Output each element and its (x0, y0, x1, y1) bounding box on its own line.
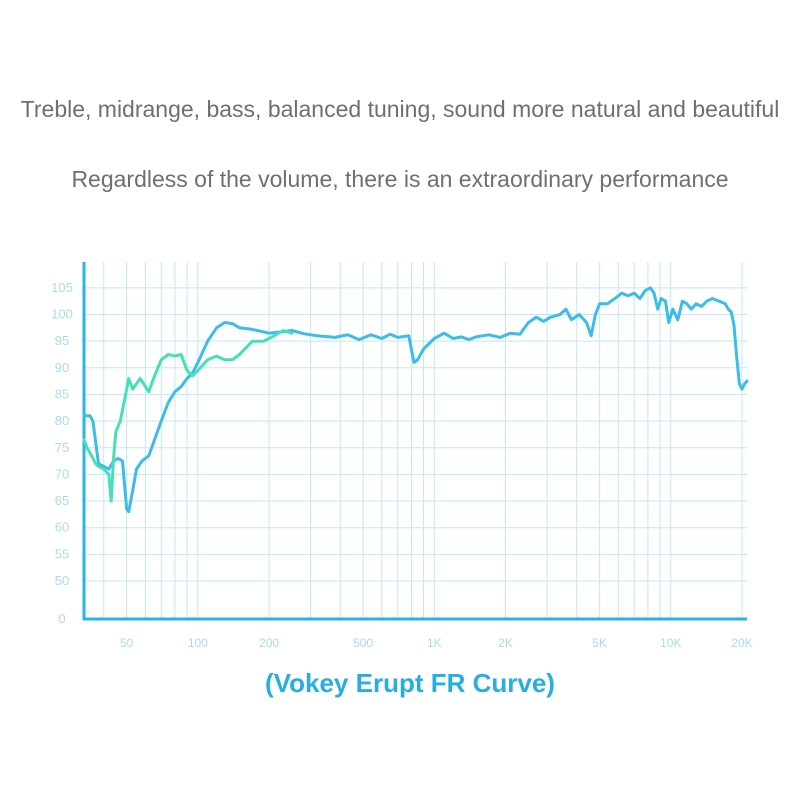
fr-curve-chart: 0 50 55 60 65 70 75 80 85 90 95 100 105 50 100 200 500 1… (51, 262, 753, 650)
y-tick-label: 0 (58, 611, 65, 626)
chart-title: (Vokey Erupt FR Curve) (265, 668, 555, 698)
y-tick-label: 65 (55, 493, 69, 508)
x-tick-label: 5K (592, 636, 607, 650)
x-tick-label: 1K (427, 636, 442, 650)
x-tick-label: 50 (120, 636, 134, 650)
x-tick-label: 500 (353, 636, 373, 650)
series-line-2 (82, 329, 294, 503)
y-tick-label: 50 (55, 573, 69, 588)
series-group (82, 286, 749, 514)
x-tick-label: 200 (259, 636, 279, 650)
x-tick-label: 100 (188, 636, 208, 650)
grid (84, 262, 747, 620)
y-tick-label: 70 (55, 466, 69, 481)
x-tick-labels: 50 100 200 500 1K 2K 5K 10K 20K (120, 636, 753, 650)
headline-line-1: Treble, midrange, bass, balanced tuning,… (20, 96, 780, 122)
y-tick-label: 75 (55, 440, 69, 455)
y-tick-labels: 0 50 55 60 65 70 75 80 85 90 95 100 105 (51, 280, 73, 626)
x-tick-label: 2K (498, 636, 513, 650)
x-tick-label: 10K (660, 636, 681, 650)
y-tick-label: 80 (55, 413, 69, 428)
y-tick-label: 100 (51, 307, 73, 322)
y-tick-label: 55 (55, 546, 69, 561)
series-line-1 (82, 286, 749, 514)
y-tick-label: 105 (51, 280, 73, 295)
y-tick-label: 95 (55, 333, 69, 348)
y-tick-label: 90 (55, 360, 69, 375)
headline-line-2: Regardless of the volume, there is an ex… (71, 166, 729, 192)
y-tick-label: 60 (55, 520, 69, 535)
x-tick-label: 20K (731, 636, 752, 650)
y-tick-label: 85 (55, 386, 69, 401)
